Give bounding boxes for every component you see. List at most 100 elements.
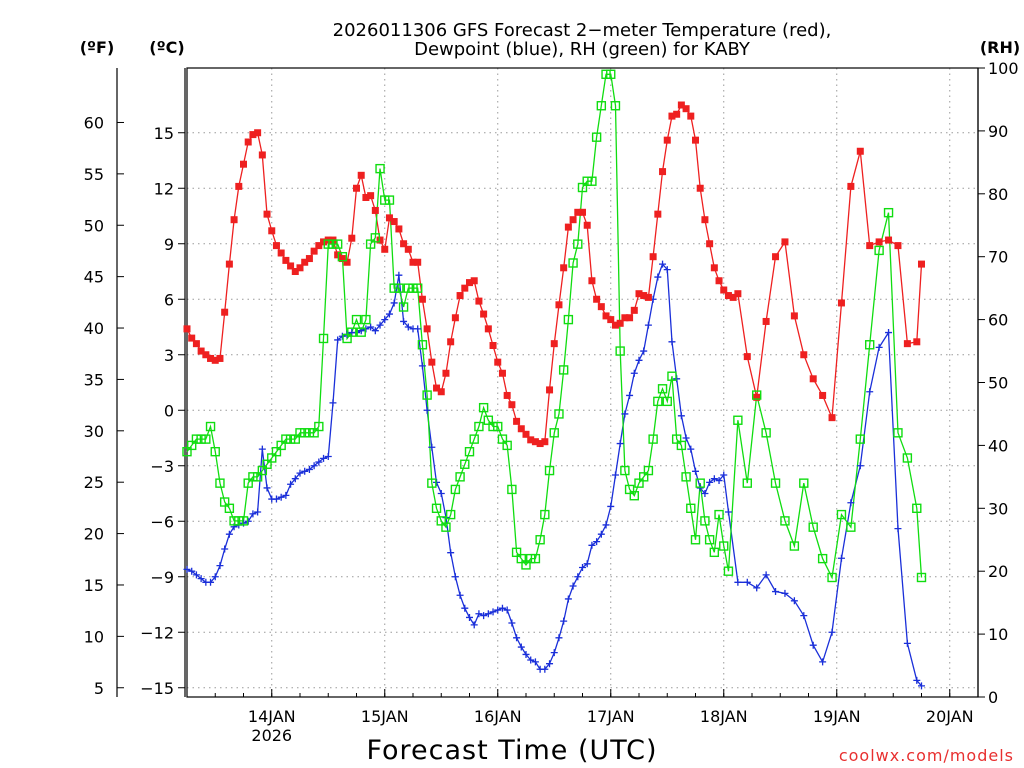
rh-point — [507, 484, 517, 495]
rh-point — [808, 522, 818, 532]
temperature-point — [536, 440, 544, 448]
temperature-point — [287, 262, 295, 270]
temperature-point — [442, 369, 450, 377]
temperature-point — [390, 218, 398, 226]
rh-point — [568, 258, 578, 268]
celsius-tick-label: 15 — [154, 124, 174, 143]
rh-point — [883, 207, 894, 218]
temperature-point — [828, 414, 836, 422]
rh-point — [403, 283, 413, 293]
dewpoint-point — [315, 458, 323, 466]
temperature-point — [400, 240, 408, 248]
temperature-point — [720, 286, 728, 294]
temperature-point — [451, 314, 459, 322]
temperature-point — [381, 245, 389, 253]
temperature-point — [687, 112, 695, 120]
temperature-point — [753, 393, 761, 401]
temperature-point — [597, 303, 605, 311]
temperature-point — [522, 430, 530, 438]
temperature-point — [376, 236, 384, 244]
rh-point — [309, 428, 319, 438]
dewpoint-point — [338, 332, 346, 340]
rh-point — [427, 478, 437, 488]
rh-point — [629, 491, 639, 501]
dewpoint-point — [616, 440, 624, 448]
rh-point — [304, 428, 315, 438]
rh-point — [389, 283, 399, 293]
rh-point — [365, 239, 376, 249]
dewpoint-point — [583, 560, 591, 568]
dewpoint-point — [282, 491, 290, 499]
x-tick-label: 17JAN — [587, 707, 635, 726]
temperature-point — [583, 221, 591, 229]
dewpoint-point — [207, 578, 215, 586]
dewpoint-point — [508, 619, 516, 627]
temperature-point — [282, 256, 290, 264]
temperature-point — [202, 351, 210, 359]
temperature-point — [663, 136, 671, 144]
rh-point — [912, 503, 922, 513]
dewpoint-point — [414, 325, 422, 333]
temperature-point — [315, 242, 323, 250]
temperature-point — [635, 290, 643, 298]
dewpoint-point — [258, 445, 266, 453]
dewpoint-point — [847, 499, 855, 507]
dewpoint-point — [659, 260, 667, 268]
dewpoint-point — [918, 682, 925, 690]
rh-point — [328, 239, 338, 249]
temperature-point — [254, 129, 262, 137]
dewpoint-point — [296, 469, 304, 477]
temperature-point — [249, 131, 257, 139]
rh-point — [408, 283, 418, 293]
dewpoint-point — [437, 490, 445, 497]
temperature-point — [258, 151, 266, 159]
rh-point — [521, 560, 531, 570]
rh-tick-label: 0 — [988, 688, 998, 707]
rh-point — [380, 195, 390, 205]
rh-point — [681, 472, 691, 482]
rh-point — [332, 239, 343, 249]
fahrenheit-tick-label: 50 — [84, 216, 104, 235]
rh-point — [855, 434, 865, 444]
temperature-point — [362, 194, 370, 201]
temperature-point — [588, 277, 596, 285]
dewpoint-point — [400, 317, 408, 325]
celsius-tick-label: 12 — [154, 179, 174, 198]
temperature-point — [244, 138, 252, 146]
dewpoint-point — [385, 310, 393, 318]
temperature-point — [296, 264, 304, 272]
temperature-point — [616, 319, 624, 327]
celsius-tick-label: −15 — [140, 679, 174, 698]
dewpoint-point — [593, 538, 601, 546]
temperature-point — [188, 334, 196, 342]
x-axis-title: Forecast Time (UTC) — [366, 735, 657, 766]
temperature-point — [348, 234, 356, 242]
rh-tick-label: 90 — [988, 122, 1008, 141]
rh-tick-label: 20 — [988, 562, 1008, 581]
celsius-tick-label: 0 — [164, 401, 174, 420]
rh-point — [300, 428, 310, 438]
temperature-point — [866, 242, 874, 250]
dewpoint-point — [244, 517, 252, 525]
temperature-point — [885, 236, 893, 244]
dewpoint-point — [334, 336, 342, 344]
x-tick-label: 16JAN — [474, 707, 522, 726]
temperature-point — [367, 192, 375, 200]
temperature-point — [447, 338, 455, 346]
rh-point — [535, 535, 545, 545]
temperature-point — [484, 325, 492, 333]
temperature-point — [423, 325, 431, 333]
rh-point — [695, 478, 705, 488]
temperature-point — [301, 258, 309, 266]
x-tick-label: 18JAN — [700, 707, 748, 726]
rh-point — [563, 314, 574, 325]
temperature-point — [197, 347, 205, 355]
rh-tick-label: 40 — [988, 436, 1008, 455]
rh-point — [836, 509, 847, 520]
temperature-point — [837, 299, 845, 307]
dewpoint-point — [734, 578, 742, 586]
temperature-point — [611, 321, 619, 329]
dewpoint-point — [903, 639, 911, 647]
chart-title-line-1: 2026011306 GFS Forecast 2−meter Temperat… — [333, 20, 832, 41]
rh-line — [186, 73, 923, 580]
